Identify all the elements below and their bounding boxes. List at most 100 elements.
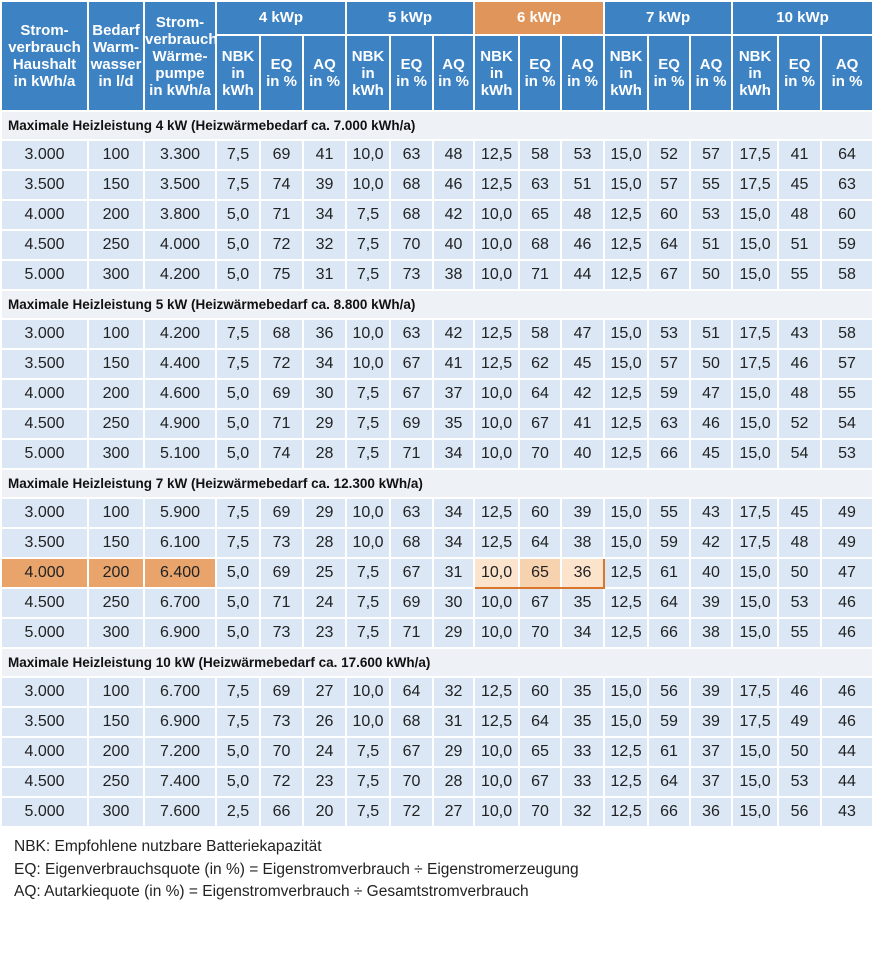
cell: 39 bbox=[301, 169, 348, 201]
cell: 24 bbox=[301, 587, 348, 619]
cell: 50 bbox=[689, 348, 734, 380]
group-header: 10 kWp bbox=[731, 0, 872, 36]
section-title: Maximale Heizleistung 4 kW (Heizwärmebed… bbox=[0, 110, 872, 141]
cell: 39 bbox=[689, 676, 734, 708]
cell: 15,0 bbox=[731, 199, 780, 231]
cell: 64 bbox=[647, 766, 692, 798]
cell: 48 bbox=[777, 527, 823, 559]
cell: 48 bbox=[560, 199, 606, 231]
cell: 300 bbox=[87, 259, 145, 291]
cell: 51 bbox=[560, 169, 606, 201]
cell: 12,5 bbox=[603, 557, 650, 589]
cell: 17,5 bbox=[731, 348, 780, 380]
cell: 6.400 bbox=[143, 557, 217, 589]
cell: 10,0 bbox=[473, 557, 521, 589]
cell: 10,0 bbox=[473, 199, 521, 231]
cell: 64 bbox=[389, 676, 435, 708]
cell: 7.600 bbox=[143, 796, 217, 828]
cell: 30 bbox=[301, 378, 348, 410]
cell: 10,0 bbox=[473, 408, 521, 440]
cell: 59 bbox=[647, 378, 692, 410]
cell: 15,0 bbox=[731, 766, 780, 798]
cell: 30 bbox=[432, 587, 476, 619]
cell: 54 bbox=[820, 408, 872, 440]
cell: 6.900 bbox=[143, 706, 217, 738]
cell: 4.200 bbox=[143, 318, 217, 350]
cell: 12,5 bbox=[603, 766, 650, 798]
cell: 12,5 bbox=[603, 259, 650, 291]
cell: 75 bbox=[259, 259, 304, 291]
cell: 31 bbox=[432, 557, 476, 589]
cell: 27 bbox=[301, 676, 348, 708]
cell: 42 bbox=[689, 527, 734, 559]
cell: 56 bbox=[777, 796, 823, 828]
data-row: 4.000 200 4.600 5,0 69 30 7,5 67 37 10,0 64 42 12,5 5… bbox=[0, 378, 872, 410]
cell: 4.000 bbox=[0, 736, 89, 768]
cell: 69 bbox=[389, 587, 435, 619]
cell: 44 bbox=[560, 259, 606, 291]
cell: 71 bbox=[389, 617, 435, 649]
cell: 250 bbox=[87, 587, 145, 619]
cell: 12,5 bbox=[603, 378, 650, 410]
cell: 53 bbox=[647, 318, 692, 350]
cell: 50 bbox=[689, 259, 734, 291]
cell: 23 bbox=[301, 617, 348, 649]
cell: 69 bbox=[259, 557, 304, 589]
cell: 66 bbox=[259, 796, 304, 828]
cell: 50 bbox=[777, 557, 823, 589]
cell: 5,0 bbox=[215, 736, 261, 768]
cell: 7,5 bbox=[215, 497, 261, 529]
cell: 150 bbox=[87, 527, 145, 559]
cell: 49 bbox=[820, 527, 872, 559]
cell: 4.200 bbox=[143, 259, 217, 291]
cell: 10,0 bbox=[473, 617, 521, 649]
cell: 100 bbox=[87, 676, 145, 708]
cell: 68 bbox=[389, 169, 435, 201]
cell: 39 bbox=[560, 497, 606, 529]
cell: 34 bbox=[560, 617, 606, 649]
cell: 10,0 bbox=[473, 736, 521, 768]
subcolumn-header: EQ in % bbox=[259, 34, 304, 112]
cell: 45 bbox=[777, 169, 823, 201]
cell: 53 bbox=[777, 766, 823, 798]
column-header: Strom- verbrauch Haushalt in kWh/a bbox=[0, 0, 89, 112]
cell: 55 bbox=[647, 497, 692, 529]
cell: 5.900 bbox=[143, 497, 217, 529]
data-row: 3.000 100 5.900 7,5 69 29 10,0 63 34 12,5 60 39 15,0… bbox=[0, 497, 872, 529]
subcolumn-header: AQ in % bbox=[689, 34, 734, 112]
cell: 200 bbox=[87, 557, 145, 589]
cell: 3.500 bbox=[143, 169, 217, 201]
cell: 57 bbox=[647, 169, 692, 201]
cell: 3.500 bbox=[0, 169, 89, 201]
cell: 10,0 bbox=[345, 497, 392, 529]
section-title: Maximale Heizleistung 7 kW (Heizwärmebed… bbox=[0, 468, 872, 499]
cell: 39 bbox=[689, 706, 734, 738]
cell: 250 bbox=[87, 229, 145, 261]
cell: 10,0 bbox=[473, 438, 521, 470]
cell: 15,0 bbox=[603, 676, 650, 708]
cell: 44 bbox=[820, 736, 872, 768]
cell: 7,5 bbox=[215, 348, 261, 380]
cell: 71 bbox=[259, 587, 304, 619]
cell: 36 bbox=[560, 557, 606, 589]
cell: 5.000 bbox=[0, 617, 89, 649]
cell: 7,5 bbox=[215, 318, 261, 350]
cell: 12,5 bbox=[603, 199, 650, 231]
subcolumn-header: AQ in % bbox=[432, 34, 476, 112]
footnotes: NBK: Empfohlene nutzbare Batteriekapazit… bbox=[0, 828, 872, 904]
subcolumn-header: NBK in kWh bbox=[603, 34, 650, 112]
cell: 63 bbox=[389, 139, 435, 171]
cell: 15,0 bbox=[731, 587, 780, 619]
cell: 34 bbox=[301, 199, 348, 231]
cell: 7,5 bbox=[345, 617, 392, 649]
cell: 46 bbox=[777, 676, 823, 708]
cell: 60 bbox=[820, 199, 872, 231]
subcolumn-header: NBK in kWh bbox=[345, 34, 392, 112]
cell: 12,5 bbox=[603, 736, 650, 768]
cell: 64 bbox=[518, 378, 563, 410]
cell: 12,5 bbox=[603, 438, 650, 470]
cell: 15,0 bbox=[603, 318, 650, 350]
data-row: 3.000 100 3.300 7,5 69 41 10,0 63 48 12,5 58 53 15,0… bbox=[0, 139, 872, 171]
cell: 58 bbox=[820, 259, 872, 291]
cell: 36 bbox=[689, 796, 734, 828]
